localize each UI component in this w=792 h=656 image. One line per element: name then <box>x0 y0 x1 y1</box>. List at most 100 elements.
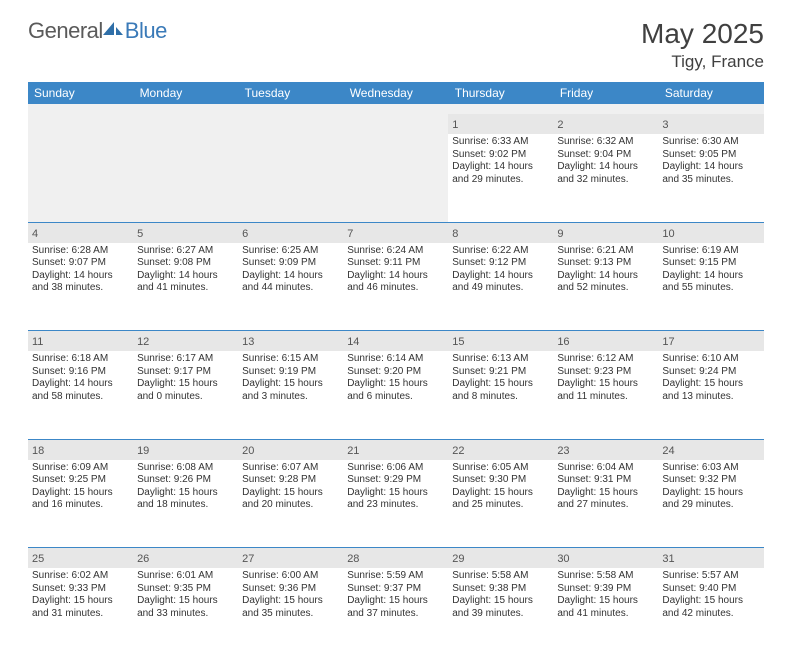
daylight-line: Daylight: 15 hours and 20 minutes. <box>242 487 339 512</box>
daylight-line: Daylight: 15 hours and 41 minutes. <box>557 595 654 620</box>
sunset-line: Sunset: 9:02 PM <box>452 149 549 162</box>
day-number-cell: 20 <box>238 439 343 460</box>
sunset-line: Sunset: 9:20 PM <box>347 366 444 379</box>
day-detail-cell: Sunrise: 5:58 AMSunset: 9:38 PMDaylight:… <box>448 568 553 656</box>
sunset-line: Sunset: 9:39 PM <box>557 583 654 596</box>
day-number-cell: 29 <box>448 548 553 569</box>
day-detail-cell: Sunrise: 6:10 AMSunset: 9:24 PMDaylight:… <box>658 351 763 439</box>
logo: General Blue <box>28 18 167 44</box>
month-title: May 2025 <box>641 18 764 50</box>
daylight-line: Daylight: 14 hours and 49 minutes. <box>452 270 549 295</box>
sunset-line: Sunset: 9:36 PM <box>242 583 339 596</box>
sunrise-line: Sunrise: 6:24 AM <box>347 245 444 258</box>
detail-row: Sunrise: 6:09 AMSunset: 9:25 PMDaylight:… <box>28 460 764 548</box>
day-number: 13 <box>242 336 254 348</box>
day-detail-cell: Sunrise: 5:57 AMSunset: 9:40 PMDaylight:… <box>658 568 763 656</box>
day-number: 31 <box>662 553 674 565</box>
sunrise-line: Sunrise: 6:10 AM <box>662 353 759 366</box>
daylight-line: Daylight: 14 hours and 55 minutes. <box>662 270 759 295</box>
day-detail-cell: Sunrise: 6:04 AMSunset: 9:31 PMDaylight:… <box>553 460 658 548</box>
daylight-line: Daylight: 14 hours and 38 minutes. <box>32 270 129 295</box>
daylight-line: Daylight: 15 hours and 3 minutes. <box>242 378 339 403</box>
sunrise-line: Sunrise: 6:17 AM <box>137 353 234 366</box>
sunrise-line: Sunrise: 6:13 AM <box>452 353 549 366</box>
dow-saturday: Saturday <box>658 82 763 104</box>
sunset-line: Sunset: 9:17 PM <box>137 366 234 379</box>
sunrise-line: Sunrise: 5:58 AM <box>452 570 549 583</box>
daynum-row: 11121314151617 <box>28 331 764 352</box>
day-number-cell: 1 <box>448 114 553 134</box>
daylight-line: Daylight: 14 hours and 29 minutes. <box>452 161 549 186</box>
daylight-line: Daylight: 15 hours and 31 minutes. <box>32 595 129 620</box>
daylight-line: Daylight: 15 hours and 37 minutes. <box>347 595 444 620</box>
day-number-cell: 26 <box>133 548 238 569</box>
day-number-cell: 12 <box>133 331 238 352</box>
sunset-line: Sunset: 9:07 PM <box>32 257 129 270</box>
daylight-line: Daylight: 15 hours and 33 minutes. <box>137 595 234 620</box>
day-detail-cell: Sunrise: 6:27 AMSunset: 9:08 PMDaylight:… <box>133 243 238 331</box>
day-number-cell: 27 <box>238 548 343 569</box>
day-number-cell: 7 <box>343 222 448 243</box>
sunrise-line: Sunrise: 6:21 AM <box>557 245 654 258</box>
day-detail-cell <box>238 134 343 222</box>
day-number: 10 <box>662 228 674 240</box>
day-number: 14 <box>347 336 359 348</box>
day-number: 7 <box>347 228 353 240</box>
day-detail-cell: Sunrise: 6:13 AMSunset: 9:21 PMDaylight:… <box>448 351 553 439</box>
day-number-cell: 31 <box>658 548 763 569</box>
day-number: 6 <box>242 228 248 240</box>
day-number-cell: 14 <box>343 331 448 352</box>
day-number: 11 <box>32 336 43 348</box>
daylight-line: Daylight: 15 hours and 0 minutes. <box>137 378 234 403</box>
day-number-cell <box>343 114 448 134</box>
sunset-line: Sunset: 9:15 PM <box>662 257 759 270</box>
sunrise-line: Sunrise: 6:05 AM <box>452 462 549 475</box>
sunrise-line: Sunrise: 6:12 AM <box>557 353 654 366</box>
day-number: 27 <box>242 553 254 565</box>
daylight-line: Daylight: 15 hours and 18 minutes. <box>137 487 234 512</box>
sunrise-line: Sunrise: 6:06 AM <box>347 462 444 475</box>
day-number-cell: 28 <box>343 548 448 569</box>
day-detail-cell <box>133 134 238 222</box>
day-number-cell: 2 <box>553 114 658 134</box>
day-number: 3 <box>662 119 668 131</box>
day-number-cell: 3 <box>658 114 763 134</box>
daynum-row: 18192021222324 <box>28 439 764 460</box>
day-number: 4 <box>32 228 38 240</box>
day-number: 1 <box>452 119 458 131</box>
day-detail-cell: Sunrise: 6:01 AMSunset: 9:35 PMDaylight:… <box>133 568 238 656</box>
day-number-cell: 23 <box>553 439 658 460</box>
day-number: 15 <box>452 336 464 348</box>
sunset-line: Sunset: 9:05 PM <box>662 149 759 162</box>
day-detail-cell: Sunrise: 6:12 AMSunset: 9:23 PMDaylight:… <box>553 351 658 439</box>
day-detail-cell: Sunrise: 6:00 AMSunset: 9:36 PMDaylight:… <box>238 568 343 656</box>
day-detail-cell: Sunrise: 5:58 AMSunset: 9:39 PMDaylight:… <box>553 568 658 656</box>
sunset-line: Sunset: 9:21 PM <box>452 366 549 379</box>
sunset-line: Sunset: 9:30 PM <box>452 474 549 487</box>
daylight-line: Daylight: 14 hours and 32 minutes. <box>557 161 654 186</box>
sunset-line: Sunset: 9:26 PM <box>137 474 234 487</box>
day-number-cell: 16 <box>553 331 658 352</box>
daylight-line: Daylight: 15 hours and 16 minutes. <box>32 487 129 512</box>
day-detail-cell: Sunrise: 6:02 AMSunset: 9:33 PMDaylight:… <box>28 568 133 656</box>
day-detail-cell: Sunrise: 6:30 AMSunset: 9:05 PMDaylight:… <box>658 134 763 222</box>
day-number-cell: 5 <box>133 222 238 243</box>
daylight-line: Daylight: 15 hours and 8 minutes. <box>452 378 549 403</box>
day-detail-cell <box>343 134 448 222</box>
sunset-line: Sunset: 9:12 PM <box>452 257 549 270</box>
daylight-line: Daylight: 15 hours and 42 minutes. <box>662 595 759 620</box>
sunrise-line: Sunrise: 6:03 AM <box>662 462 759 475</box>
calendar-table: Sunday Monday Tuesday Wednesday Thursday… <box>28 82 764 656</box>
day-number: 26 <box>137 553 149 565</box>
sunset-line: Sunset: 9:29 PM <box>347 474 444 487</box>
sunset-line: Sunset: 9:11 PM <box>347 257 444 270</box>
day-detail-cell: Sunrise: 6:33 AMSunset: 9:02 PMDaylight:… <box>448 134 553 222</box>
day-number-cell: 19 <box>133 439 238 460</box>
day-detail-cell: Sunrise: 6:05 AMSunset: 9:30 PMDaylight:… <box>448 460 553 548</box>
day-detail-cell: Sunrise: 6:07 AMSunset: 9:28 PMDaylight:… <box>238 460 343 548</box>
day-number: 2 <box>557 119 563 131</box>
day-number: 25 <box>32 553 44 565</box>
sunrise-line: Sunrise: 6:30 AM <box>662 136 759 149</box>
sunset-line: Sunset: 9:38 PM <box>452 583 549 596</box>
day-number: 9 <box>557 228 563 240</box>
